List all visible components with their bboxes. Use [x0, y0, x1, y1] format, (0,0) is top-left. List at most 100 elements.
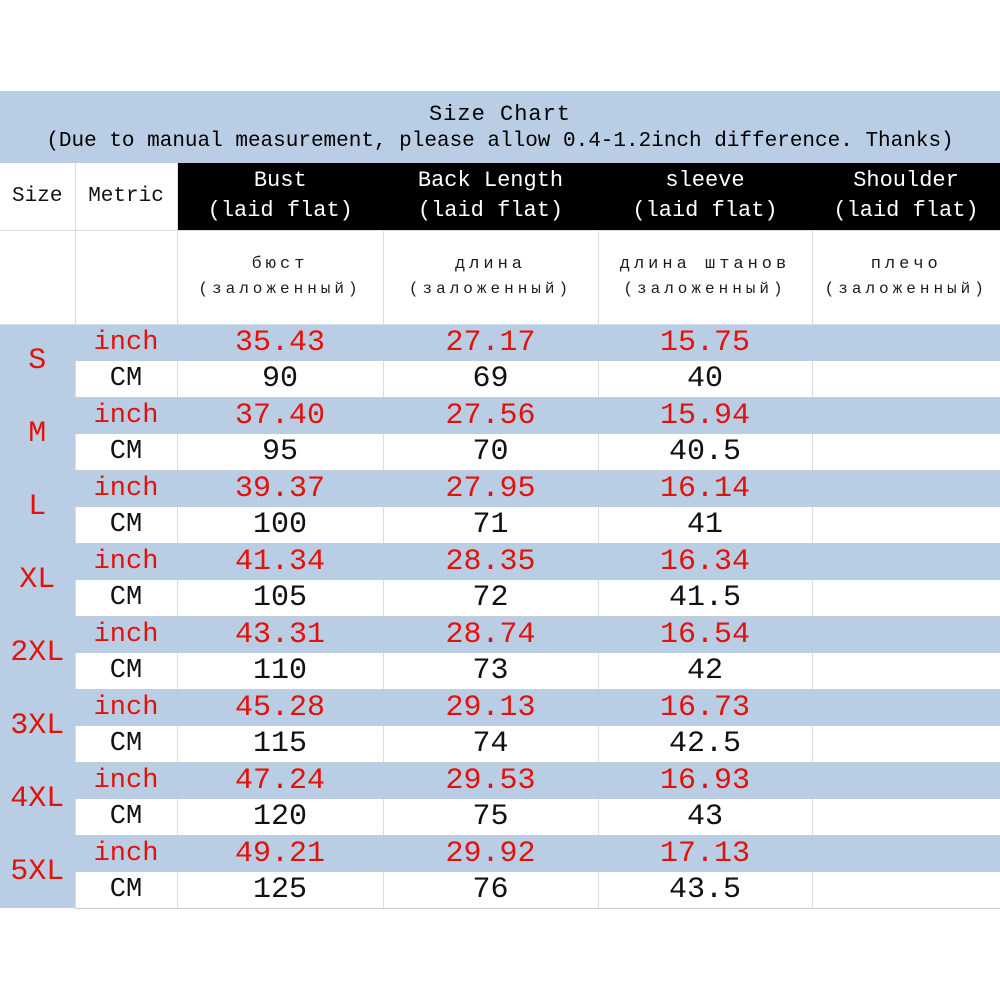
sleeve-russian-header: длина штанов (заложенный) [597, 229, 813, 325]
bust-cm-value: 100 [176, 507, 384, 544]
unit-inch-label: inch [75, 397, 177, 434]
unit-inch-label: inch [75, 835, 177, 872]
sleeve-inch-value: 16.93 [598, 762, 812, 799]
size-label-4xl: 4XL [0, 762, 75, 835]
shoulder-inch-value [812, 835, 1000, 872]
back-length-cm-value: 76 [382, 872, 599, 909]
back-length-russian-sublabel: (заложенный) [408, 280, 573, 298]
back-length-inch-value: 27.95 [383, 470, 598, 507]
row-s-cm: CM 90 69 40 [0, 361, 1000, 398]
bust-cm-value: 125 [176, 872, 384, 909]
sleeve-cm-value: 42 [597, 653, 813, 690]
unit-cm-label: CM [74, 507, 178, 544]
shoulder-russian-header: плечо (заложенный) [811, 229, 1000, 325]
unit-inch-label: inch [75, 689, 177, 726]
size-label-l: L [0, 470, 75, 543]
row-5xl-inch: 5XL inch 49.21 29.92 17.13 [0, 835, 1000, 908]
bust-cm-value: 105 [176, 580, 384, 617]
shoulder-cm-value [811, 434, 1000, 471]
bust-inch-value: 35.43 [177, 324, 383, 361]
unit-cm-label: CM [74, 580, 178, 617]
bust-russian-sublabel: (заложенный) [198, 280, 362, 298]
bust-column-header: Bust (laid flat) [177, 163, 383, 230]
back-length-russian-label: длина [454, 255, 526, 274]
bust-cm-value: 90 [176, 361, 384, 398]
bust-cm-value: 110 [176, 653, 384, 690]
sleeve-cm-value: 41 [597, 507, 813, 544]
shoulder-cm-value [811, 361, 1000, 398]
sleeve-inch-value: 16.73 [598, 689, 812, 726]
size-label-2xl: 2XL [0, 616, 75, 689]
back-length-label: Back Length [417, 168, 564, 194]
column-header-row: Size Metric Bust (laid flat) Back Length (… [0, 163, 1000, 231]
back-length-cm-value: 70 [382, 434, 599, 471]
bust-label: Bust [253, 168, 307, 194]
back-length-russian-header: длина (заложенный) [382, 229, 599, 325]
shoulder-cm-value [811, 580, 1000, 617]
row-l-inch: L inch 39.37 27.95 16.14 [0, 470, 1000, 543]
back-length-inch-value: 29.13 [383, 689, 598, 726]
size-label-3xl: 3XL [0, 689, 75, 762]
bust-inch-value: 39.37 [177, 470, 383, 507]
back-length-inch-value: 28.35 [383, 543, 598, 580]
row-2xl-inch: 2XL inch 43.31 28.74 16.54 [0, 616, 1000, 689]
shoulder-label: Shoulder [853, 168, 959, 194]
bust-russian-label: бюст [251, 255, 309, 274]
back-length-column-header: Back Length (laid flat) [383, 163, 598, 230]
bust-inch-value: 41.34 [177, 543, 383, 580]
back-length-cm-value: 73 [382, 653, 599, 690]
metric-column-header: Metric [74, 163, 178, 231]
size-label-s: S [0, 324, 75, 397]
shoulder-cm-value [811, 872, 1000, 909]
unit-cm-label: CM [74, 361, 178, 398]
unit-cm-label: CM [74, 726, 178, 763]
back-length-cm-value: 72 [382, 580, 599, 617]
back-length-inch-value: 27.56 [383, 397, 598, 434]
size-label-m: M [0, 397, 75, 470]
sleeve-russian-sublabel: (заложенный) [623, 280, 787, 298]
bust-sublabel: (laid flat) [207, 198, 353, 224]
unit-inch-label: inch [75, 616, 177, 653]
row-4xl-cm: CM 120 75 43 [0, 799, 1000, 836]
unit-cm-label: CM [74, 653, 178, 690]
sleeve-inch-value: 15.94 [598, 397, 812, 434]
sleeve-cm-value: 40.5 [597, 434, 813, 471]
unit-inch-label: inch [75, 324, 177, 361]
shoulder-column-header: Shoulder (laid flat) [812, 163, 1000, 230]
unit-cm-label: CM [74, 799, 178, 836]
size-chart-table: Size Metric Bust (laid flat) Back Length (… [0, 163, 1000, 909]
back-length-inch-value: 28.74 [383, 616, 598, 653]
shoulder-inch-value [812, 543, 1000, 580]
empty-cell [74, 229, 178, 325]
row-l-cm: CM 100 71 41 [0, 507, 1000, 544]
shoulder-inch-value [812, 762, 1000, 799]
unit-inch-label: inch [75, 762, 177, 799]
bust-inch-value: 37.40 [177, 397, 383, 434]
shoulder-cm-value [811, 653, 1000, 690]
sleeve-cm-value: 42.5 [597, 726, 813, 763]
shoulder-inch-value [812, 397, 1000, 434]
back-length-cm-value: 74 [382, 726, 599, 763]
bust-cm-value: 115 [176, 726, 384, 763]
back-length-inch-value: 27.17 [383, 324, 598, 361]
size-label-xl: XL [0, 543, 75, 616]
bust-inch-value: 49.21 [177, 835, 383, 872]
shoulder-inch-value [812, 324, 1000, 361]
row-2xl-cm: CM 110 73 42 [0, 653, 1000, 690]
sleeve-cm-value: 43.5 [597, 872, 813, 909]
shoulder-inch-value [812, 616, 1000, 653]
back-length-sublabel: (laid flat) [417, 198, 564, 224]
sleeve-inch-value: 16.54 [598, 616, 812, 653]
bust-inch-value: 45.28 [177, 689, 383, 726]
measurement-note: (Due to manual measurement, please allow… [46, 129, 954, 153]
shoulder-cm-value [811, 726, 1000, 763]
row-m-inch: M inch 37.40 27.56 15.94 [0, 397, 1000, 470]
sleeve-sublabel: (laid flat) [632, 198, 778, 224]
sleeve-inch-value: 15.75 [598, 324, 812, 361]
shoulder-inch-value [812, 470, 1000, 507]
unit-cm-label: CM [74, 872, 178, 909]
row-xl-inch: XL inch 41.34 28.35 16.34 [0, 543, 1000, 616]
shoulder-russian-sublabel: (заложенный) [824, 280, 988, 298]
sleeve-cm-value: 40 [597, 361, 813, 398]
